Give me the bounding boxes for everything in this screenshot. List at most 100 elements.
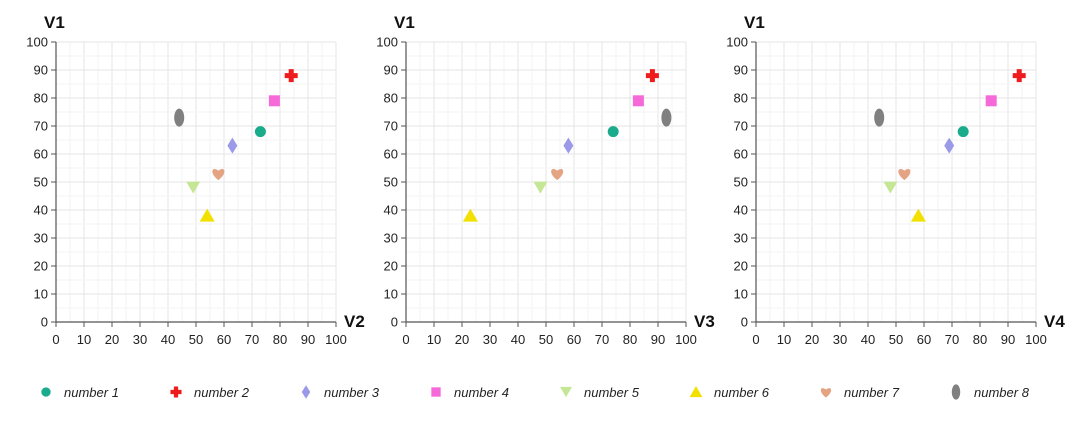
y-tick-label: 30 xyxy=(34,231,48,246)
y-tick-label: 20 xyxy=(384,259,398,274)
heart-marker-icon xyxy=(820,388,832,398)
x-tick-label: 70 xyxy=(595,332,609,347)
y-tick-label: 50 xyxy=(384,175,398,190)
y-tick-label: 80 xyxy=(734,91,748,106)
data-point-number-8 xyxy=(174,108,185,127)
x-tick-label: 80 xyxy=(973,332,987,347)
x-tick-label: 90 xyxy=(651,332,665,347)
x-tick-label: 90 xyxy=(1001,332,1015,347)
data-point-number-1 xyxy=(957,126,969,138)
y-tick-label: 20 xyxy=(734,259,748,274)
y-tick-label: 90 xyxy=(384,63,398,78)
x-tick-label: 80 xyxy=(623,332,637,347)
x-tick-label: 60 xyxy=(917,332,931,347)
y-tick-label: 70 xyxy=(734,119,748,134)
x-tick-label: 100 xyxy=(675,332,697,347)
y-tick-label: 40 xyxy=(734,203,748,218)
data-point-number-2 xyxy=(1012,69,1026,83)
legend-label: number 2 xyxy=(194,384,249,400)
y-tick-label: 100 xyxy=(26,35,48,50)
legend-item: number 6 xyxy=(688,378,769,406)
x-tick-label: 0 xyxy=(752,332,759,347)
scatter-panel-1: 0 10 20 30 40 50 60 70 80 90 100 0 10 20 30 40 50 60 70 80 9… xyxy=(26,13,365,347)
y-tick-label: 60 xyxy=(34,147,48,162)
data-point-number-7 xyxy=(551,169,564,181)
legend-label: number 4 xyxy=(454,384,509,400)
legend-label: number 6 xyxy=(714,384,769,400)
data-point-number-4 xyxy=(268,95,280,107)
x-tick-label: 50 xyxy=(539,332,553,347)
data-point-number-6 xyxy=(462,208,478,222)
y-tick-label: 0 xyxy=(391,315,398,330)
y-tick-label: 30 xyxy=(384,231,398,246)
data-point-number-6 xyxy=(910,208,926,222)
y-tick-label: 60 xyxy=(734,147,748,162)
x-tick-label: 100 xyxy=(1025,332,1047,347)
y-tick-label: 100 xyxy=(726,35,748,50)
y-tick-label: 70 xyxy=(34,119,48,134)
data-point-number-8 xyxy=(661,108,672,127)
data-point-number-3 xyxy=(563,137,574,154)
data-point-number-7 xyxy=(898,169,911,181)
data-point-number-6 xyxy=(199,208,215,222)
x-tick-label: 40 xyxy=(861,332,875,347)
ellipse-marker-icon xyxy=(951,384,961,400)
y-tick-label: 20 xyxy=(34,259,48,274)
x-tick-label: 20 xyxy=(455,332,469,347)
legend-label: number 7 xyxy=(844,384,899,400)
x-tick-label: 0 xyxy=(402,332,409,347)
x-tick-label: 90 xyxy=(301,332,315,347)
data-point-number-8 xyxy=(874,108,885,127)
x-tick-label: 70 xyxy=(945,332,959,347)
x-tick-label: 50 xyxy=(189,332,203,347)
y-tick-label: 10 xyxy=(384,287,398,302)
x-axis-title: V2 xyxy=(344,312,365,331)
y-tick-label: 10 xyxy=(734,287,748,302)
legend-label: number 1 xyxy=(64,384,119,400)
x-axis-title: V3 xyxy=(694,312,715,331)
x-tick-label: 10 xyxy=(777,332,791,347)
diamond-marker-icon xyxy=(301,385,311,399)
y-tick-label: 50 xyxy=(734,175,748,190)
x-axis-title: V4 xyxy=(1044,312,1065,331)
y-tick-label: 80 xyxy=(34,91,48,106)
data-point-number-5 xyxy=(533,181,548,194)
x-tick-label: 10 xyxy=(427,332,441,347)
y-tick-label: 0 xyxy=(41,315,48,330)
y-tick-label: 0 xyxy=(741,315,748,330)
legend-label: number 5 xyxy=(584,384,639,400)
x-tick-label: 30 xyxy=(833,332,847,347)
x-tick-label: 30 xyxy=(483,332,497,347)
x-tick-label: 40 xyxy=(161,332,175,347)
x-tick-label: 10 xyxy=(77,332,91,347)
square-marker-icon xyxy=(431,387,441,397)
legend-item: number 3 xyxy=(298,378,379,406)
scatter-panel-2: 0 10 20 30 40 50 60 70 80 90 100 0 10 20 30 40 50 60 70 80 9… xyxy=(376,13,715,347)
y-axis-title: V1 xyxy=(394,13,415,32)
grid xyxy=(755,41,1037,323)
data-point-number-7 xyxy=(212,169,225,181)
data-point-number-2 xyxy=(645,69,659,83)
x-tick-label: 80 xyxy=(273,332,287,347)
x-tick-label: 70 xyxy=(245,332,259,347)
data-point-number-3 xyxy=(227,137,238,154)
y-tick-label: 40 xyxy=(34,203,48,218)
x-tick-label: 40 xyxy=(511,332,525,347)
legend-label: number 3 xyxy=(324,384,379,400)
data-point-number-4 xyxy=(985,95,997,107)
y-tick-label: 10 xyxy=(34,287,48,302)
data-point-number-2 xyxy=(284,69,298,83)
data-point-number-1 xyxy=(607,126,619,138)
y-tick-label: 90 xyxy=(734,63,748,78)
data-point-number-3 xyxy=(944,137,955,154)
y-tick-label: 60 xyxy=(384,147,398,162)
y-tick-label: 30 xyxy=(734,231,748,246)
scatter-panel-3: 0 10 20 30 40 50 60 70 80 90 100 0 10 20 30 40 50 60 70 80 9… xyxy=(726,13,1065,347)
data-point-number-5 xyxy=(186,181,201,194)
y-tick-label: 50 xyxy=(34,175,48,190)
legend-item: number 8 xyxy=(948,378,1029,406)
grid xyxy=(55,41,337,323)
y-tick-label: 100 xyxy=(376,35,398,50)
x-tick-label: 60 xyxy=(567,332,581,347)
